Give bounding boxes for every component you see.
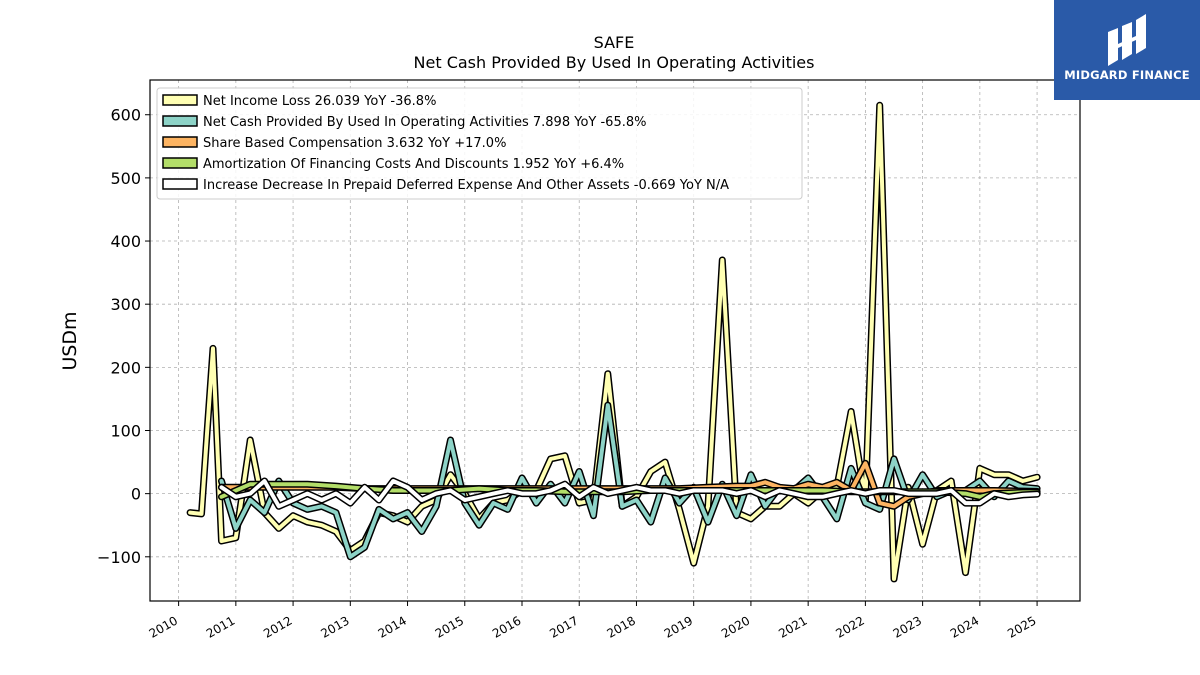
y-axis-label: USDm [59, 311, 81, 370]
midgard-logo-icon [1108, 14, 1146, 66]
legend: Net Income Loss 26.039 YoY -36.8% Net Cas… [156, 87, 803, 200]
x-tick-label: 2020 [719, 613, 752, 640]
legend-entry: Net Income Loss 26.039 YoY -36.8% [203, 94, 436, 109]
plot-frame [149, 79, 1081, 602]
x-tick-label: 2019 [662, 613, 695, 640]
legend-entry: Net Cash Provided By Used In Operating A… [203, 115, 646, 130]
series-layer [186, 101, 1041, 583]
y-tick-label: 0 [131, 485, 141, 504]
x-tick-label: 2010 [147, 613, 180, 640]
chart-subtitle: Net Cash Provided By Used In Operating A… [414, 53, 815, 72]
logo-text: MIDGARD FINANCE [1064, 68, 1190, 82]
x-tick-label: 2011 [204, 613, 237, 640]
y-tick-label: 400 [110, 232, 141, 251]
x-tick-label: 2021 [776, 613, 809, 640]
legend-entry: Amortization Of Financing Costs And Disc… [203, 157, 624, 172]
legend-swatch [162, 115, 198, 127]
y-tick-label: −100 [97, 548, 141, 567]
legend-swatch [162, 94, 198, 106]
x-tick-label: 2023 [891, 613, 924, 640]
legend-entry: Share Based Compensation 3.632 YoY +17.0… [203, 136, 506, 151]
chart-title: SAFE [594, 33, 635, 52]
y-tick-label: 500 [110, 169, 141, 188]
x-ticks: 2010 2011 2012 2013 2014 2015 2016 2017 2018 2019… [147, 601, 1039, 641]
y-tick-label: 100 [110, 421, 141, 440]
x-tick-label: 2017 [547, 613, 580, 640]
x-tick-label: 2025 [1005, 613, 1038, 640]
y-tick-label: 600 [110, 106, 141, 125]
x-tick-label: 2022 [833, 613, 866, 640]
legend-box [156, 87, 803, 200]
x-tick-label: 2014 [376, 613, 409, 640]
x-tick-label: 2012 [261, 613, 294, 640]
legend-swatch [162, 157, 198, 169]
x-tick-label: 2013 [318, 613, 351, 640]
x-tick-label: 2018 [605, 613, 638, 640]
legend-entry: Increase Decrease In Prepaid Deferred Ex… [203, 178, 729, 193]
series-line [219, 479, 1040, 509]
logo: MIDGARD FINANCE [1054, 0, 1200, 100]
y-tick-label: 300 [110, 295, 141, 314]
series-line [219, 403, 1040, 559]
legend-swatch [162, 136, 198, 148]
x-tick-label: 2015 [433, 613, 466, 640]
legend-swatch [162, 178, 198, 190]
x-tick-label: 2024 [948, 613, 981, 640]
y-ticks: −100 0 100 200 300 400 500 600 [97, 106, 150, 567]
x-tick-label: 2016 [490, 613, 523, 640]
y-tick-label: 200 [110, 358, 141, 377]
